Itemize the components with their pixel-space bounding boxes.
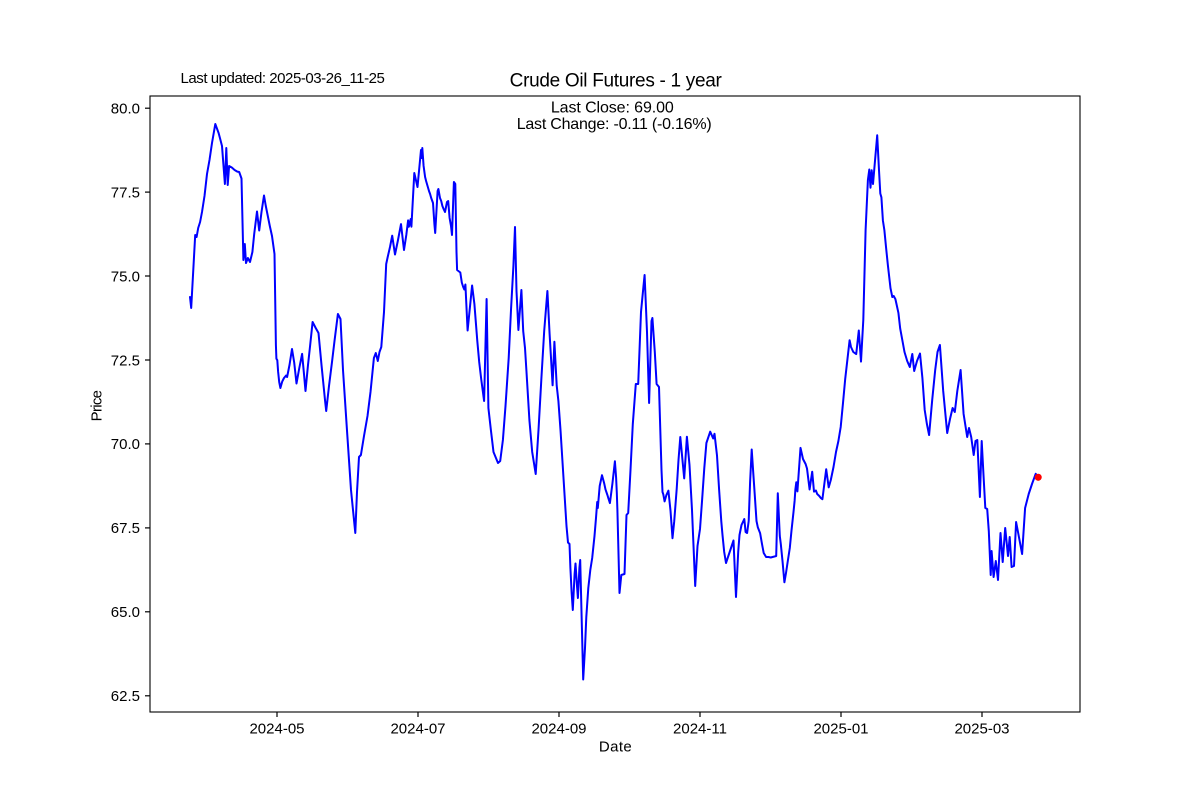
svg-text:75.0: 75.0 — [111, 268, 140, 285]
svg-text:Last Close: 69.00: Last Close: 69.00 — [551, 100, 674, 117]
svg-text:Date: Date — [599, 739, 632, 756]
svg-text:2024-09: 2024-09 — [531, 720, 586, 737]
svg-text:80.0: 80.0 — [111, 101, 140, 118]
svg-text:2024-07: 2024-07 — [390, 720, 445, 737]
svg-text:72.5: 72.5 — [111, 352, 140, 369]
svg-text:67.5: 67.5 — [111, 520, 140, 537]
svg-text:2024-05: 2024-05 — [249, 720, 304, 737]
svg-text:65.0: 65.0 — [111, 604, 140, 621]
svg-text:Crude Oil Futures - 1 year: Crude Oil Futures - 1 year — [510, 71, 723, 92]
svg-text:Last Change: -0.11 (-0.16%): Last Change: -0.11 (-0.16%) — [517, 116, 712, 133]
svg-text:77.5: 77.5 — [111, 184, 140, 201]
svg-text:2025-01: 2025-01 — [813, 720, 868, 737]
svg-text:Price: Price — [88, 390, 105, 421]
svg-text:Last updated: 2025-03-26_11-25: Last updated: 2025-03-26_11-25 — [181, 70, 385, 87]
svg-text:70.0: 70.0 — [111, 436, 140, 453]
svg-text:2024-11: 2024-11 — [673, 720, 727, 737]
svg-text:2025-03: 2025-03 — [954, 720, 1009, 737]
svg-text:62.5: 62.5 — [111, 688, 140, 705]
